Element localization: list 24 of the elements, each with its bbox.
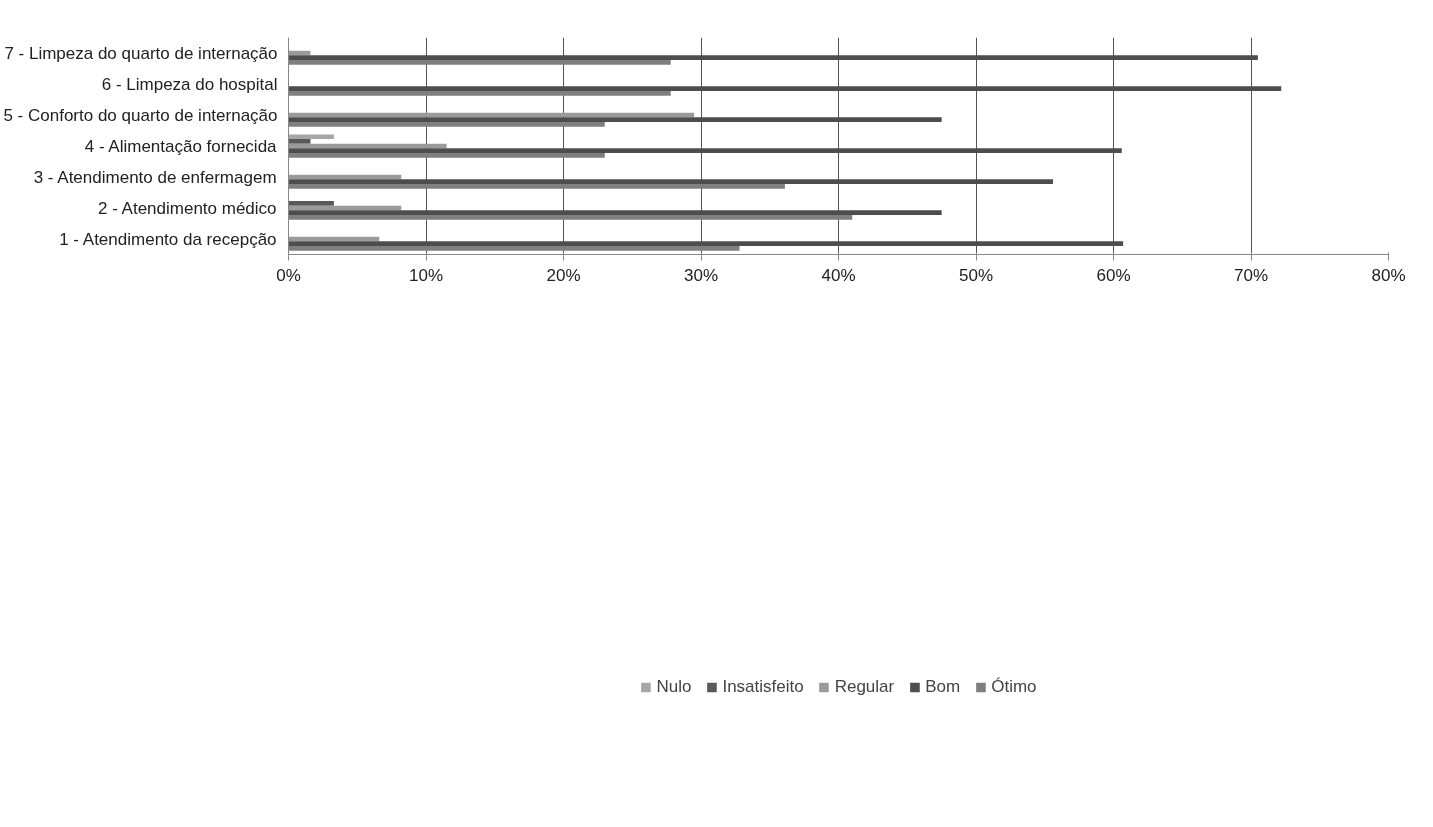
y-tick-label: 3 - Atendimento de enfermagem — [33, 167, 277, 187]
legend-label: Ótimo — [991, 677, 1037, 697]
x-tick-label: 0% — [276, 265, 301, 285]
y-tick-label: 2 - Atendimento médico — [97, 198, 277, 218]
legend-label: Insatisfeito — [722, 677, 804, 697]
x-tick-label: 10% — [408, 265, 444, 285]
y-tick-label: 5 - Conforto do quarto de internação — [3, 105, 278, 125]
bar — [288, 134, 334, 140]
y-tick-label: 1 - Atendimento da recepção — [59, 229, 277, 249]
y-tick-label: 4 - Alimentação fornecida — [84, 136, 278, 156]
bar — [288, 139, 311, 144]
x-tick-label: 30% — [683, 265, 719, 285]
x-tick-label: 70% — [1233, 265, 1269, 285]
legend-label: Bom — [925, 677, 961, 697]
bar — [288, 201, 334, 206]
x-tick-label: 80% — [1371, 265, 1406, 285]
legend-label: Regular — [834, 677, 895, 697]
y-tick-label: 7 - Limpeza do quarto de internação — [4, 43, 278, 63]
legend-label: Nulo — [656, 677, 692, 697]
y-tick-label: 6 - Limpeza do hospital — [101, 74, 278, 94]
x-tick-label: 50% — [958, 265, 994, 285]
x-tick-label: 20% — [546, 265, 581, 285]
x-tick-label: 60% — [1096, 265, 1131, 285]
x-tick-label: 40% — [821, 265, 856, 285]
